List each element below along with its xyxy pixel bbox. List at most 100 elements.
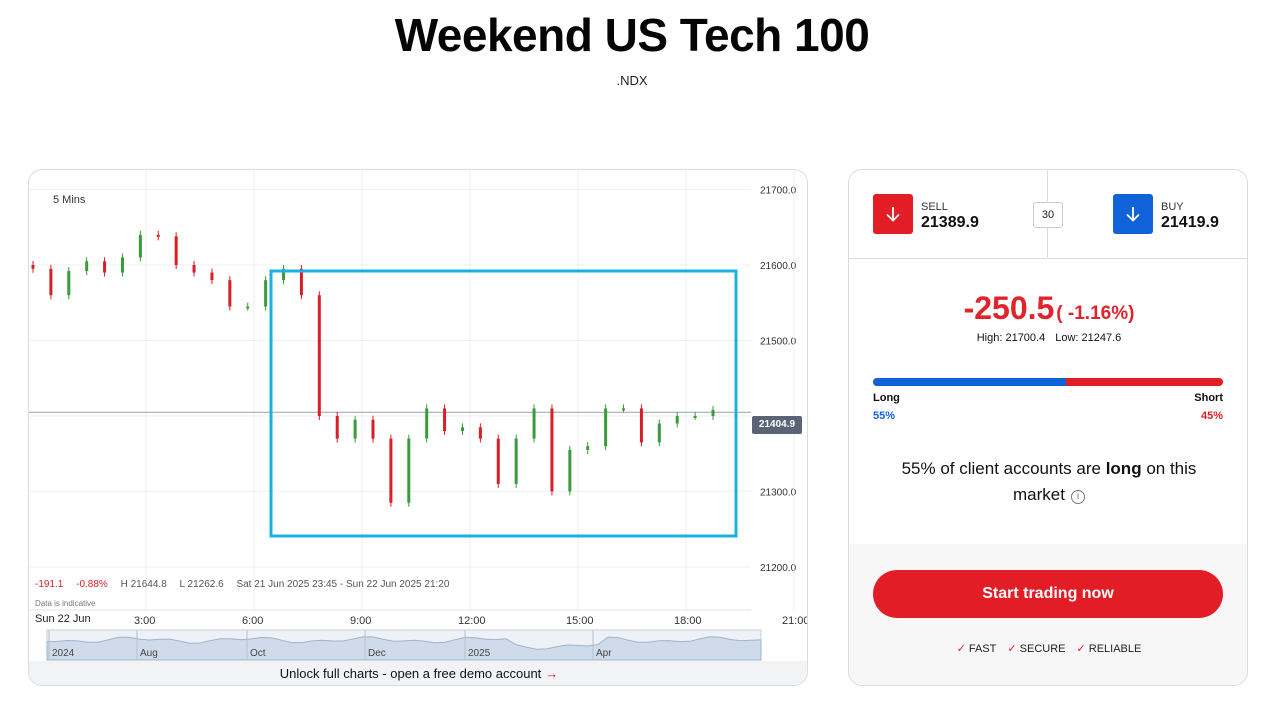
long-label: Long	[873, 392, 900, 404]
trade-panel: SELL 21389.9 30 BUY 21419.9 -250.5( -1.1…	[848, 169, 1248, 686]
candle	[407, 438, 411, 503]
x-tick-label: 3:00	[134, 615, 155, 627]
candle	[657, 423, 661, 443]
sell-box[interactable]: SELL 21389.9	[873, 194, 1033, 234]
badge-secure: ✓ SECURE	[1007, 643, 1065, 655]
info-icon[interactable]: i	[1070, 490, 1085, 504]
candle	[496, 438, 500, 484]
candle	[210, 272, 214, 281]
candle	[299, 268, 303, 296]
candle	[67, 271, 71, 296]
spread-value: 30	[1033, 202, 1063, 228]
sentence-emphasis: long	[1105, 459, 1142, 478]
chart-range: Sat 21 Jun 2025 23:45 - Sun 22 Jun 2025 …	[236, 579, 450, 590]
badge-label: FAST	[968, 643, 997, 655]
chart-interval-label[interactable]: 5 Mins	[53, 194, 86, 206]
sell-price: 21389.9	[921, 214, 979, 231]
candle	[246, 306, 250, 309]
page-title: Weekend US Tech 100	[394, 9, 870, 61]
unlock-charts-link[interactable]: Unlock full charts - open a free demo ac…	[29, 661, 807, 685]
y-tick-label: 21200.0	[760, 563, 797, 574]
candle	[371, 419, 375, 439]
buy-button[interactable]	[1113, 194, 1153, 234]
navigator-label: 2025	[468, 648, 491, 659]
arrow-down-icon	[886, 207, 900, 222]
candle	[568, 449, 572, 492]
chart-canvas[interactable]: 21700.0 21600.0 21500.0 21300.0 21200.0 3:00 6…	[29, 170, 808, 686]
sentence-end: on this market	[1013, 459, 1197, 504]
x-tick-label: 18:00	[674, 615, 702, 627]
daily-change: -250.5( -1.16%)	[849, 290, 1247, 327]
candle	[711, 409, 715, 416]
chart-low: L 21262.6	[179, 579, 224, 590]
change-percent: ( -1.16%)	[1056, 303, 1135, 324]
sell-button[interactable]	[873, 194, 913, 234]
candle	[317, 295, 321, 416]
candle	[353, 419, 357, 439]
candle	[675, 415, 679, 424]
candle	[120, 257, 124, 273]
candle	[443, 408, 447, 432]
x-tick-label: 21:00	[782, 615, 808, 627]
sentiment-sentence: 55% of client accounts are long on this …	[879, 456, 1219, 508]
candle	[532, 408, 536, 439]
candle	[693, 415, 697, 418]
candle	[389, 438, 393, 503]
candle	[31, 265, 35, 269]
badge-reliable: ✓ RELIABLE	[1077, 643, 1142, 655]
y-tick-label: 21600.0	[760, 261, 797, 272]
spread-divider-top	[1047, 170, 1048, 202]
candle	[622, 408, 626, 411]
badge-label: RELIABLE	[1088, 643, 1142, 655]
chart-high: H 21644.8	[120, 579, 167, 590]
candle	[460, 427, 464, 432]
candle	[478, 427, 482, 439]
candle	[550, 408, 554, 492]
sentiment-bar	[873, 378, 1223, 386]
sentence-start: 55% of client accounts are	[901, 459, 1106, 478]
candle	[264, 280, 268, 307]
check-icon: ✓	[1007, 643, 1017, 655]
buy-label: BUY	[1161, 201, 1184, 213]
chart-change: -191.1	[35, 579, 64, 590]
feature-badges: ✓ FAST ✓ SECURE ✓ RELIABLE	[849, 642, 1247, 655]
x-tick-label: 12:00	[458, 615, 486, 627]
divider	[849, 258, 1247, 259]
chart-date-label: Sun 22 Jun	[35, 613, 91, 625]
navigator-label: 2024	[52, 648, 75, 659]
badge-fast: ✓ FAST	[957, 643, 997, 655]
navigator-label: Aug	[140, 648, 158, 659]
y-tick-label: 21300.0	[760, 487, 797, 498]
navigator-label: Oct	[250, 648, 266, 659]
navigator-label: Apr	[596, 648, 612, 659]
day-low: Low: 21247.6	[1055, 332, 1122, 344]
highlight-box	[269, 269, 738, 538]
candle	[138, 234, 142, 258]
candle	[639, 408, 643, 443]
long-percent: 55%	[873, 410, 896, 422]
x-tick-label: 15:00	[566, 615, 594, 627]
arrow-down-icon	[1126, 207, 1140, 222]
arrow-right-icon: →	[545, 666, 559, 681]
short-percent: 45%	[1200, 410, 1223, 422]
sell-label: SELL	[921, 201, 948, 213]
day-high: High: 21700.4	[976, 332, 1046, 344]
candle	[335, 415, 339, 439]
candle	[49, 268, 53, 296]
unlock-charts-text: Unlock full charts - open a free demo ac…	[279, 666, 542, 681]
candle	[85, 261, 89, 272]
candle	[425, 408, 429, 439]
navigator-label: Dec	[368, 648, 386, 659]
candle	[156, 234, 160, 237]
start-trading-button[interactable]: Start trading now	[873, 570, 1223, 618]
x-tick-label: 9:00	[350, 615, 371, 627]
y-tick-label: 21500.0	[760, 336, 797, 347]
check-icon: ✓	[956, 643, 966, 655]
price-chart[interactable]: 21700.0 21600.0 21500.0 21300.0 21200.0 3:00 6…	[28, 169, 808, 686]
candle	[228, 280, 232, 307]
instrument-symbol: .NDX	[616, 73, 648, 88]
indicative-note: Data is indicative	[35, 599, 96, 608]
cta-area: Start trading now ✓ FAST ✓ SECURE ✓ RELIABL…	[849, 544, 1247, 685]
candle	[514, 438, 518, 484]
buy-box[interactable]: BUY 21419.9	[1113, 194, 1247, 234]
